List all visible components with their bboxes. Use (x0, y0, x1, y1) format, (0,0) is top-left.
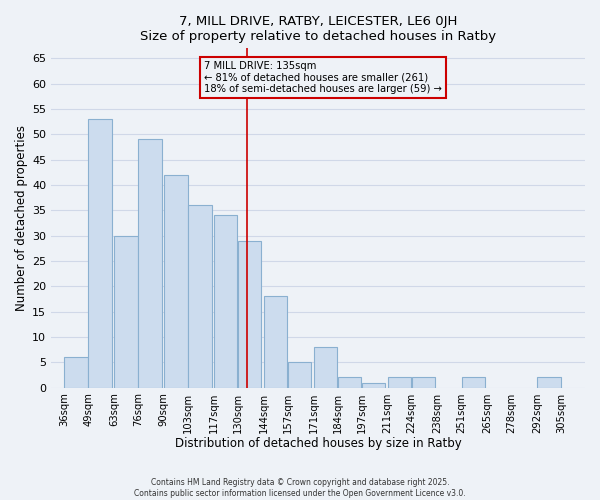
Bar (264, 296, 287, 388)
Bar (214, 216, 238, 388)
Bar (537, 378, 561, 388)
Y-axis label: Number of detached properties: Number of detached properties (15, 125, 28, 311)
Bar (138, 140, 162, 388)
Bar (88, 119, 112, 388)
Bar (362, 382, 385, 388)
Bar (288, 362, 311, 388)
Bar (412, 378, 435, 388)
Bar (238, 241, 262, 388)
Title: 7, MILL DRIVE, RATBY, LEICESTER, LE6 0JH
Size of property relative to detached h: 7, MILL DRIVE, RATBY, LEICESTER, LE6 0JH… (140, 15, 496, 43)
X-axis label: Distribution of detached houses by size in Ratby: Distribution of detached houses by size … (175, 437, 461, 450)
Bar (164, 175, 188, 388)
Bar (188, 206, 212, 388)
Text: 7 MILL DRIVE: 135sqm
← 81% of detached houses are smaller (261)
18% of semi-deta: 7 MILL DRIVE: 135sqm ← 81% of detached h… (205, 61, 442, 94)
Text: Contains HM Land Registry data © Crown copyright and database right 2025.
Contai: Contains HM Land Registry data © Crown c… (134, 478, 466, 498)
Bar (314, 347, 337, 388)
Bar (114, 236, 137, 388)
Bar (388, 378, 411, 388)
Bar (461, 378, 485, 388)
Bar (338, 378, 361, 388)
Bar (64, 357, 88, 388)
